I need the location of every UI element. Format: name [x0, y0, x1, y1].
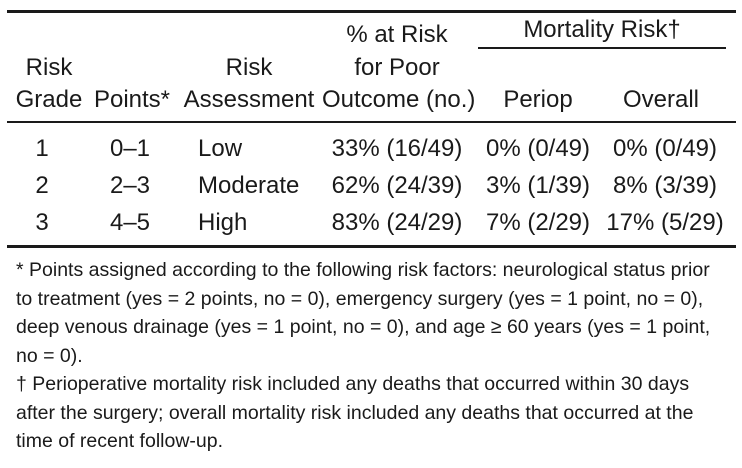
- row2-points: 2–3: [109, 172, 151, 199]
- footnote-mortality: † Perioperative mortality risk included …: [16, 373, 694, 452]
- row2-grade: 2: [35, 172, 49, 199]
- row1-assessment: Low: [198, 135, 243, 162]
- header-risk-assessment-line2: Assessment: [183, 86, 315, 113]
- row3-overall: 17% (5/29): [606, 209, 724, 236]
- footnotes: * Points assigned according to the follo…: [16, 256, 728, 456]
- header-mortality-risk: Mortality Risk†: [523, 16, 681, 43]
- header-periop: Periop: [503, 86, 573, 113]
- row1-points: 0–1: [109, 135, 151, 162]
- row1-periop: 0% (0/49): [485, 135, 591, 162]
- header-risk-assessment-line1: Risk: [225, 54, 273, 81]
- mortality-group-rule: [478, 47, 726, 49]
- row3-grade: 3: [35, 209, 49, 236]
- row2-overall: 8% (3/39): [612, 172, 718, 199]
- header-pct-line2: for Poor: [354, 54, 440, 81]
- header-risk-grade-line2: Grade: [15, 86, 83, 113]
- row3-periop: 7% (2/29): [485, 209, 591, 236]
- row3-pct: 83% (24/29): [331, 209, 463, 236]
- header-points: Points*: [93, 86, 171, 113]
- bottom-rule: [7, 245, 736, 248]
- header-risk-grade-line1: Risk: [25, 54, 73, 81]
- row2-periop: 3% (1/39): [485, 172, 591, 199]
- row3-assessment: High: [198, 209, 248, 236]
- top-rule: [7, 10, 736, 13]
- footnote-points: * Points assigned according to the follo…: [16, 259, 711, 367]
- row2-pct: 62% (24/39): [331, 172, 463, 199]
- row2-assessment: Moderate: [198, 172, 300, 199]
- header-overall: Overall: [622, 86, 700, 113]
- row1-pct: 33% (16/49): [331, 135, 463, 162]
- header-pct-line1: % at Risk: [346, 21, 448, 48]
- header-bottom-rule: [7, 121, 736, 123]
- row1-overall: 0% (0/49): [612, 135, 718, 162]
- row3-points: 4–5: [109, 209, 151, 236]
- header-pct-line3: Outcome (no.): [322, 86, 476, 113]
- row1-grade: 1: [35, 135, 49, 162]
